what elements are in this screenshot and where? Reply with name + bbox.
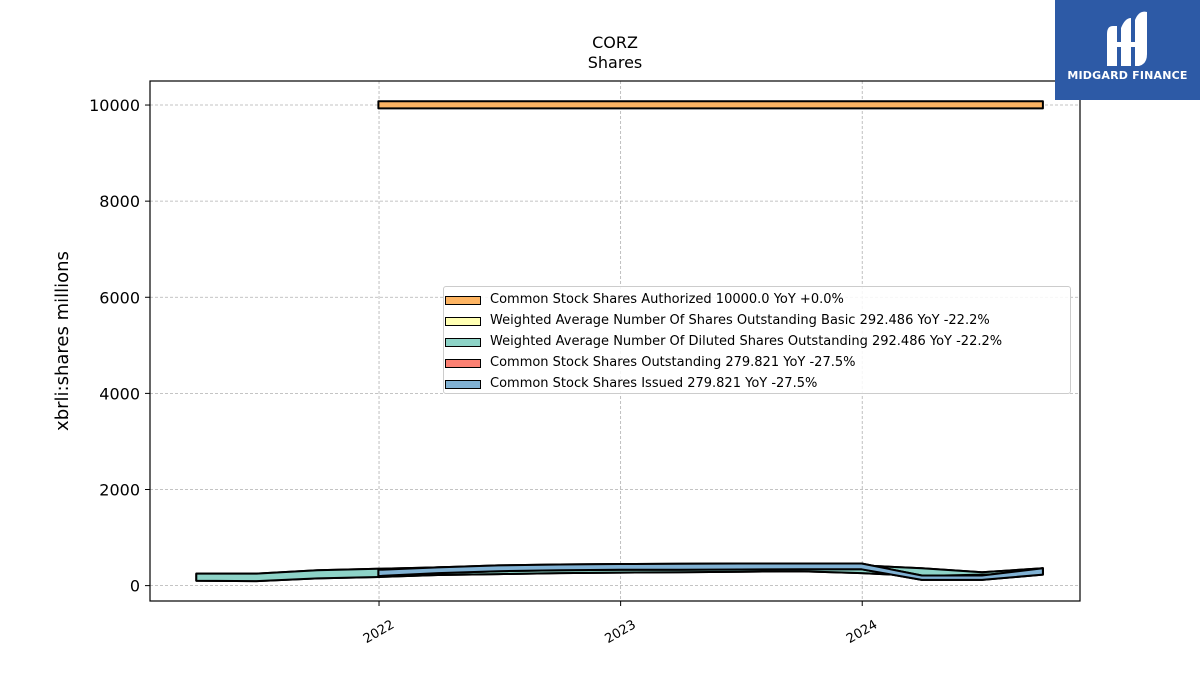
legend-label: Weighted Average Number Of Diluted Share… xyxy=(490,334,1003,349)
chart-subtitle: Shares xyxy=(588,53,643,72)
legend-label: Common Stock Shares Authorized 10000.0 Y… xyxy=(490,292,844,307)
y-tick-label: 6000 xyxy=(99,288,140,307)
legend-item: Common Stock Shares Outstanding 279.821 … xyxy=(444,353,1070,374)
legend-swatch xyxy=(445,359,481,368)
legend-label: Common Stock Shares Outstanding 279.821 … xyxy=(490,355,856,370)
legend-swatch xyxy=(445,380,481,389)
axis-ticks: 0 2000 4000 6000 8000 10000 2022 2023 2024 xyxy=(89,96,880,647)
y-tick-label: 0 xyxy=(130,577,140,596)
x-tick-label: 2023 xyxy=(602,617,638,647)
y-tick-label: 2000 xyxy=(99,481,140,500)
chart-legend: Common Stock Shares Authorized 10000.0 Y… xyxy=(443,286,1071,394)
series-area-4: Common Stock Shares Issued xyxy=(377,562,1044,581)
y-tick-label: 4000 xyxy=(99,384,140,403)
legend-item: Common Stock Shares Authorized 10000.0 Y… xyxy=(444,290,1070,311)
legend-label: Common Stock Shares Issued 279.821 YoY -… xyxy=(490,376,818,391)
midgard-logo-icon xyxy=(1107,11,1147,66)
series-area-0: Common Stock Shares Authorized xyxy=(377,100,1044,110)
series-areas: Common Stock Shares Authorized Weighted A… xyxy=(195,100,1044,583)
legend-item: Common Stock Shares Issued 279.821 YoY -… xyxy=(444,374,1070,395)
x-tick-label: 2024 xyxy=(844,617,880,647)
y-tick-label: 10000 xyxy=(89,96,140,115)
legend-label: Weighted Average Number Of Shares Outsta… xyxy=(490,313,990,328)
legend-item: Weighted Average Number Of Diluted Share… xyxy=(444,332,1070,353)
plot-frame xyxy=(149,80,1081,602)
y-tick-label: 8000 xyxy=(99,192,140,211)
legend-item: Weighted Average Number Of Shares Outsta… xyxy=(444,311,1070,332)
chart-title: CORZ xyxy=(592,33,638,52)
logo-text: MIDGARD FINANCE xyxy=(1067,69,1188,82)
legend-swatch xyxy=(445,296,481,305)
x-tick-label: 2022 xyxy=(361,617,397,647)
y-axis-label: xbrli:shares millions xyxy=(52,251,73,431)
legend-swatch xyxy=(445,317,481,326)
legend-swatch xyxy=(445,338,481,347)
brand-logo: MIDGARD FINANCE xyxy=(1055,0,1200,100)
